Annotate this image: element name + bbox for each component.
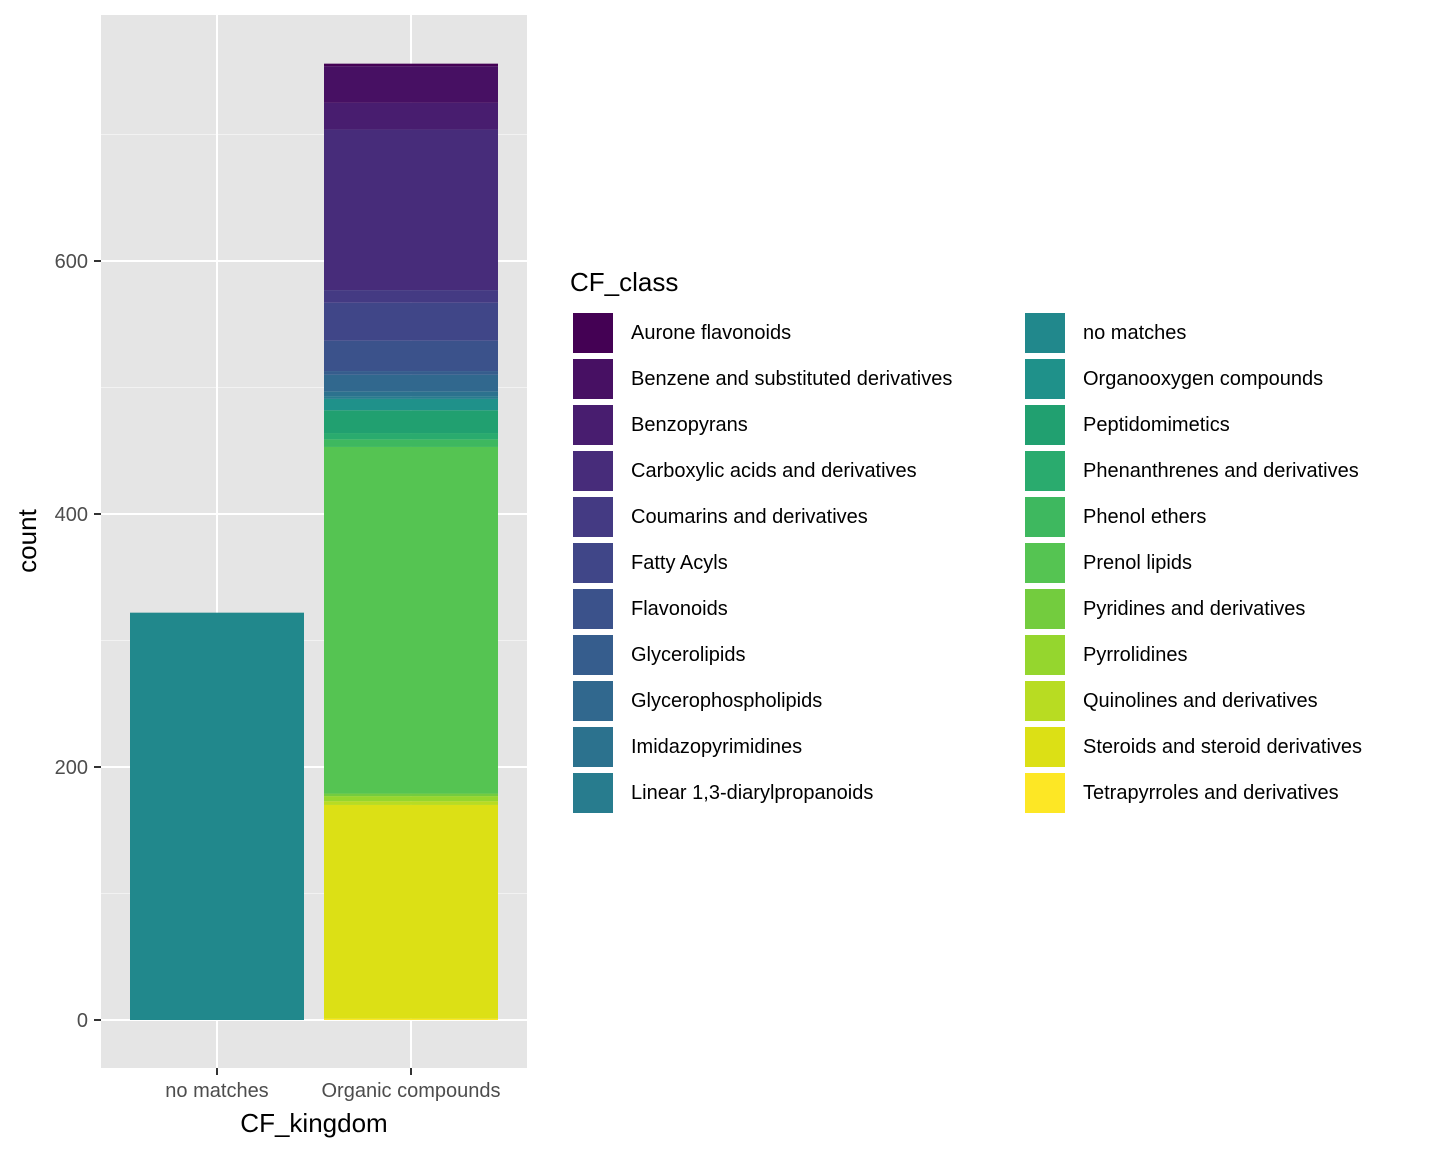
legend-item: Glycerolipids <box>572 632 745 678</box>
x-tick-label: Organic compounds <box>322 1080 501 1102</box>
legend-item: Benzopyrans <box>572 402 748 448</box>
legend-label: Pyrrolidines <box>1083 643 1188 666</box>
legend-label: Coumarins and derivatives <box>631 505 868 528</box>
legend-label: Prenol lipids <box>1083 551 1192 574</box>
bar-segment-pyridines-and-derivatives <box>324 793 498 797</box>
legend-key <box>1024 634 1066 676</box>
legend-label: Carboxylic acids and derivatives <box>631 459 917 482</box>
legend-key <box>572 588 614 630</box>
legend-item: Tetrapyrroles and derivatives <box>1024 770 1339 816</box>
legend-item: Linear 1,3-diarylpropanoids <box>572 770 873 816</box>
bar-segment-imidazopyrimidines <box>324 391 498 397</box>
legend-item: Carboxylic acids and derivatives <box>572 448 917 494</box>
bar-segment-flavonoids <box>324 340 498 372</box>
bar-segment-prenol-lipids <box>324 446 498 794</box>
legend-label: Benzene and substituted derivatives <box>631 367 953 390</box>
legend-title: CF_class <box>570 267 679 297</box>
bar-segment-quinolines-and-derivatives <box>324 801 498 805</box>
legend-key <box>572 496 614 538</box>
bar-segment-coumarins-and-derivatives <box>324 290 498 303</box>
legend-label: Imidazopyrimidines <box>631 735 803 758</box>
legend-key <box>1024 588 1066 630</box>
legend-label: no matches <box>1083 321 1187 344</box>
bar-segment-benzene-and-substituted-derivatives <box>324 66 498 103</box>
bar-segment-organooxygen-compounds <box>324 398 498 411</box>
legend-label: Aurone flavonoids <box>631 321 792 344</box>
legend-item: Organooxygen compounds <box>1024 356 1323 402</box>
legend-key <box>572 634 614 676</box>
legend-item: Peptidomimetics <box>1024 402 1230 448</box>
legend-item: Phenanthrenes and derivatives <box>1024 448 1359 494</box>
bar-segment-phenanthrenes-and-derivatives <box>324 433 498 440</box>
bar-segment-aurone-flavonoids <box>324 63 498 67</box>
x-axis-title: CF_kingdom <box>240 1108 387 1138</box>
legend-key <box>1024 726 1066 768</box>
legend-key <box>572 404 614 446</box>
bar-segment-linear-1-3-diarylpropanoids <box>324 396 498 399</box>
legend-label: Tetrapyrroles and derivatives <box>1083 781 1339 804</box>
y-tick-label: 200 <box>55 757 88 779</box>
legend-key <box>572 312 614 354</box>
legend-label: Organooxygen compounds <box>1083 367 1324 390</box>
bar-segment-peptidomimetics <box>324 410 498 434</box>
legend-key <box>572 450 614 492</box>
legend-key <box>1024 404 1066 446</box>
legend-key <box>1024 450 1066 492</box>
legend-item: Fatty Acyls <box>572 540 728 586</box>
bar-segment-phenol-ethers <box>324 439 498 447</box>
legend-label: Linear 1,3-diarylpropanoids <box>631 781 874 804</box>
bar-segment-fatty-acyls <box>324 302 498 341</box>
x-tick-label: no matches <box>165 1080 268 1102</box>
bar-segment-no-matches <box>130 612 304 1020</box>
legend-item: Glycerophospholipids <box>572 678 822 724</box>
legend-label: Peptidomimetics <box>1083 413 1230 436</box>
legend-key <box>1024 772 1066 814</box>
legend-key <box>1024 680 1066 722</box>
legend-label: Phenol ethers <box>1083 505 1207 528</box>
bar-segment-glycerolipids <box>324 371 498 375</box>
legend-key <box>572 680 614 722</box>
y-tick-label: 600 <box>55 251 88 273</box>
legend-key <box>572 772 614 814</box>
legend-item: Aurone flavonoids <box>572 310 791 356</box>
legend-key <box>572 358 614 400</box>
legend-label: Steroids and steroid derivatives <box>1083 735 1363 758</box>
y-axis-title: count <box>12 508 42 572</box>
legend-label: Flavonoids <box>631 597 728 620</box>
bar-segment-benzopyrans <box>324 102 498 130</box>
bar-segment-tetrapyrroles-and-derivatives <box>324 1018 498 1020</box>
legend-key <box>572 726 614 768</box>
legend-label: Phenanthrenes and derivatives <box>1083 459 1359 482</box>
legend-item: Pyridines and derivatives <box>1024 586 1305 632</box>
y-tick-label: 0 <box>77 1010 88 1032</box>
legend-item: no matches <box>1024 310 1186 356</box>
legend-label: Pyridines and derivatives <box>1083 597 1306 620</box>
legend-item: Coumarins and derivatives <box>572 494 868 540</box>
y-tick-label: 400 <box>55 504 88 526</box>
legend-item: Phenol ethers <box>1024 494 1206 540</box>
legend-item: Prenol lipids <box>1024 540 1192 586</box>
legend-label: Benzopyrans <box>631 413 748 436</box>
legend-label: Fatty Acyls <box>631 551 728 574</box>
legend-key <box>1024 496 1066 538</box>
legend-key <box>1024 358 1066 400</box>
legend-label: Quinolines and derivatives <box>1083 689 1318 712</box>
legend-key <box>1024 542 1066 584</box>
bar-segment-glycerophospholipids <box>324 374 498 392</box>
legend-key <box>1024 312 1066 354</box>
legend-item: Quinolines and derivatives <box>1024 678 1318 724</box>
legend-item: Pyrrolidines <box>1024 632 1187 678</box>
legend-label: Glycerolipids <box>631 643 746 666</box>
bar-segment-pyrrolidines <box>324 796 498 802</box>
legend-key <box>572 542 614 584</box>
bar-segment-steroids-and-steroid-derivatives <box>324 804 498 1019</box>
bar-segment-carboxylic-acids-and-derivatives <box>324 129 498 291</box>
legend-item: Steroids and steroid derivatives <box>1024 724 1362 770</box>
legend-item: Imidazopyrimidines <box>572 724 802 770</box>
legend-label: Glycerophospholipids <box>631 689 823 712</box>
legend-item: Benzene and substituted derivatives <box>572 356 952 402</box>
legend-item: Flavonoids <box>572 586 728 632</box>
